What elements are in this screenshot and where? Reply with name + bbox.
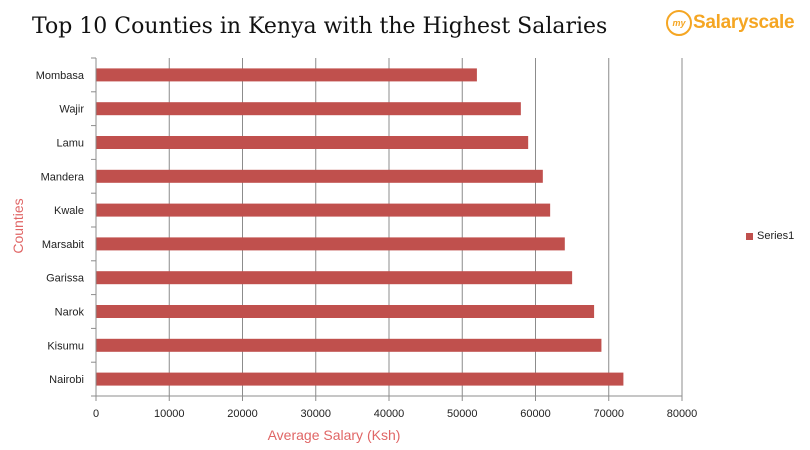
y-tick-label: Nairobi xyxy=(49,374,84,386)
x-tick-label: 80000 xyxy=(667,408,698,420)
legend-swatch xyxy=(746,232,753,240)
y-axis-title: Counties xyxy=(10,198,26,253)
y-tick-label: Garissa xyxy=(46,273,85,285)
x-tick-label: 20000 xyxy=(227,408,258,420)
bars xyxy=(96,68,624,386)
y-tick-label: Lamu xyxy=(56,138,84,150)
bar xyxy=(96,102,521,116)
y-tick-label: Wajir xyxy=(59,104,84,116)
y-tick-label: Kisumu xyxy=(47,340,84,352)
x-tick-label: 60000 xyxy=(520,408,551,420)
logo-wordmark: Salaryscale xyxy=(693,12,795,33)
bar xyxy=(96,372,624,386)
bar xyxy=(96,237,565,251)
x-tick-label: 50000 xyxy=(447,408,478,420)
x-tick-label: 70000 xyxy=(593,408,624,420)
y-tick-label: Mandera xyxy=(41,171,85,183)
bar xyxy=(96,271,573,285)
salaryscale-logo: my Salaryscale xyxy=(666,10,806,40)
y-tick-label: Marsabit xyxy=(42,239,84,251)
axes xyxy=(91,57,683,401)
x-tick-label: 40000 xyxy=(374,408,405,420)
tick-labels: 0 10000 20000 30000 40000 50000 60000 70000 8000… xyxy=(36,70,698,420)
y-tick-label: Narok xyxy=(55,307,85,319)
x-tick-label: 30000 xyxy=(300,408,331,420)
x-axis-title: Average Salary (Ksh) xyxy=(268,427,401,443)
legend-label: Series1 xyxy=(757,230,795,242)
bar xyxy=(96,169,543,183)
x-tick-label: 10000 xyxy=(154,408,185,420)
bar xyxy=(96,136,529,149)
logo-badge-icon: my xyxy=(666,10,692,36)
x-tick-label: 0 xyxy=(93,408,99,420)
bar xyxy=(96,305,595,318)
y-tick-label: Mombasa xyxy=(36,70,85,82)
bar xyxy=(96,203,551,217)
legend: Series1 xyxy=(746,229,794,243)
bar xyxy=(96,68,477,82)
chart-title: Top 10 Counties in Kenya with the Highes… xyxy=(32,14,608,39)
y-tick-label: Kwale xyxy=(54,205,84,217)
bar xyxy=(96,338,602,352)
